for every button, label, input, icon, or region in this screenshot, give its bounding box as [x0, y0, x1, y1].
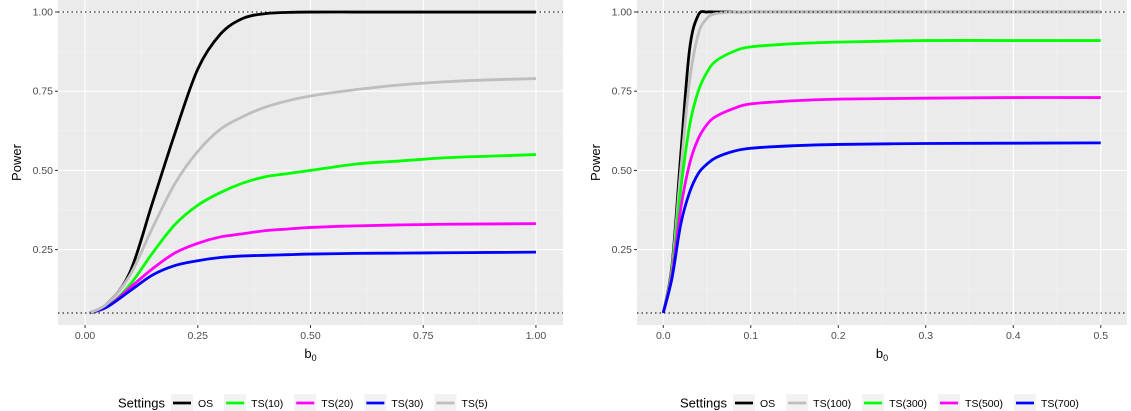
x-axis-title-subscript: 0: [883, 353, 888, 363]
y-tick-label: 0.25: [33, 244, 54, 256]
legend-label: OS: [760, 398, 775, 410]
x-tick-label: 0.0: [656, 330, 671, 342]
series-line-ts-30: [89, 250, 536, 315]
y-axis-title: Power: [588, 143, 603, 181]
y-tick-label: 1.00: [33, 7, 54, 19]
y-tick-label: 0.75: [612, 86, 633, 98]
legend: Settings OS TS(100) TS(300) TS(500) TS(700): [680, 394, 1079, 411]
series-line-ts-700: [661, 141, 1101, 314]
legend-title: Settings: [118, 396, 165, 411]
x-tick-label: 0.1: [743, 330, 758, 342]
y-tick-label: 0.25: [612, 244, 633, 256]
series-line-ts-20: [89, 222, 536, 315]
x-tick-label: 0.5: [1093, 330, 1108, 342]
chart-panel-1: 0.00 0.25 0.50 0.75 1.00 0.25 0.50 0.75 1.00 b0 Po…: [9, 0, 563, 411]
y-axis-title: Power: [9, 143, 24, 181]
legend-label: TS(5): [461, 398, 487, 410]
legend-label: TS(500): [965, 398, 1003, 410]
y-tick-label: 0.50: [33, 165, 54, 177]
x-tick-label: 0.4: [1006, 330, 1021, 342]
x-tick-label: 0.25: [188, 330, 209, 342]
y-tick-label: 0.50: [612, 165, 633, 177]
x-axis-title-subscript: 0: [312, 353, 317, 363]
x-tick-label: 0.3: [918, 330, 933, 342]
chart-panel-2: 0.0 0.1 0.2 0.3 0.4 0.5 0.25 0.50 0.75 1.00 b0 Powe…: [588, 0, 1127, 411]
legend-label: TS(20): [321, 398, 353, 410]
x-tick-label: 1.00: [526, 330, 547, 342]
series-line-ts-500: [661, 96, 1101, 314]
y-tick-label: 0.75: [33, 86, 54, 98]
legend-label: TS(700): [1041, 398, 1079, 410]
legend-title: Settings: [680, 396, 727, 411]
x-axis-title: b0: [304, 346, 316, 363]
x-tick-label: 0.00: [75, 330, 96, 342]
legend-label: TS(10): [251, 398, 283, 410]
legend-label: TS(300): [889, 398, 927, 410]
series-line-ts-10: [89, 153, 536, 315]
legend-label: TS(100): [813, 398, 851, 410]
series-line-ts-300: [661, 39, 1101, 314]
series-line-os: [88, 10, 536, 315]
legend-label: TS(30): [391, 398, 423, 410]
series-line-ts-5: [88, 77, 536, 315]
legend: Settings OS TS(10) TS(20) TS(30) TS(5): [118, 394, 488, 411]
x-tick-label: 0.50: [300, 330, 321, 342]
x-tick-label: 0.75: [413, 330, 434, 342]
x-axis-title: b0: [876, 346, 888, 363]
x-tick-label: 0.2: [831, 330, 846, 342]
legend-label: OS: [198, 398, 213, 410]
y-tick-label: 1.00: [612, 7, 633, 19]
